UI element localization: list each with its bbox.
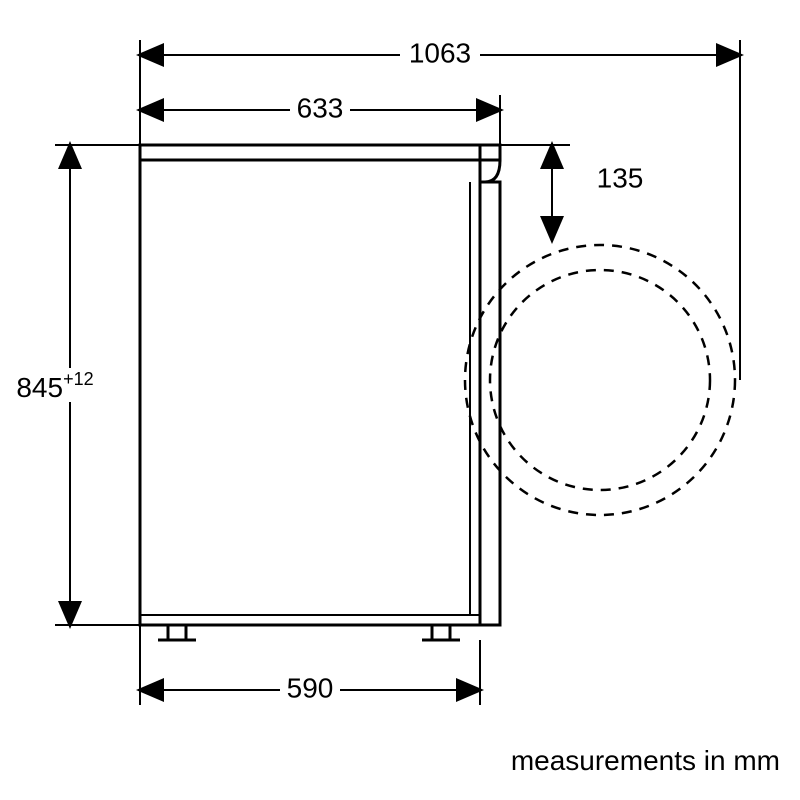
units-note: measurements in mm [511, 745, 780, 776]
dim-height: 845+12 [5, 145, 140, 625]
dim-body-depth: 633 [140, 92, 500, 145]
dim-overall-width-value: 1063 [409, 37, 471, 68]
dim-body-width-value: 590 [287, 672, 334, 703]
appliance-dimension-drawing: 1063 633 135 845+12 590 measurements in … [0, 0, 800, 800]
dim-door-clear: 135 [500, 145, 643, 240]
door-swing-arc [465, 245, 735, 515]
dim-body-width: 590 [140, 625, 480, 707]
dim-door-clear-value: 135 [597, 162, 644, 193]
dim-overall-width: 1063 [140, 37, 740, 380]
appliance-body [140, 145, 500, 640]
dim-body-depth-value: 633 [297, 92, 344, 123]
